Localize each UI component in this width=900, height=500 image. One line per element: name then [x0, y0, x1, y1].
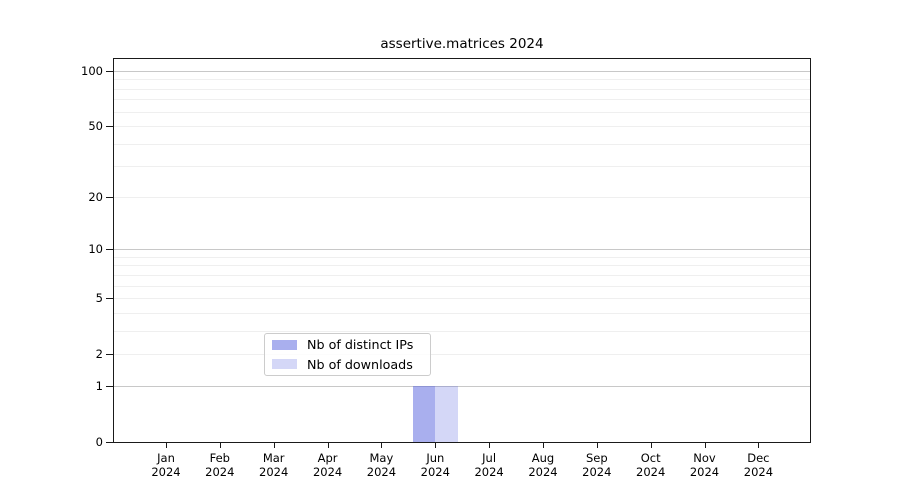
x-tick-label: May 2024 — [349, 451, 413, 479]
y-tick-label: 20 — [88, 190, 103, 205]
gridline-major — [114, 386, 810, 388]
x-tick-mark — [758, 443, 760, 448]
x-tick-label: Mar 2024 — [242, 451, 306, 479]
gridline-minor — [114, 99, 810, 101]
x-tick-mark — [435, 443, 437, 448]
legend-row-downloads: Nb of downloads — [265, 356, 430, 373]
gridline-minor — [114, 312, 810, 314]
x-tick-month: Jul — [482, 451, 497, 465]
x-tick-year: 2024 — [689, 465, 720, 479]
y-tick-label: 0 — [95, 435, 103, 449]
x-tick-month: Dec — [747, 451, 770, 465]
gridline-minor — [114, 165, 810, 167]
y-tick-label: 2 — [95, 346, 103, 361]
legend-label-downloads: Nb of downloads — [307, 356, 413, 372]
x-tick-label: Sep 2024 — [565, 451, 629, 479]
legend-swatch-downloads-icon — [272, 358, 297, 370]
legend-label-distinct-ips: Nb of distinct IPs — [307, 337, 414, 353]
x-tick-label: Nov 2024 — [673, 451, 737, 479]
gridline-major — [114, 249, 810, 251]
x-tick-year: 2024 — [474, 465, 504, 479]
legend-swatch-distinct-ips-icon — [272, 339, 297, 351]
x-tick-year: 2024 — [743, 465, 774, 479]
y-tick-label: 5 — [95, 291, 103, 305]
x-tick-mark — [650, 443, 652, 448]
y-tick-label: 10 — [88, 242, 103, 257]
gridline-minor — [114, 143, 810, 145]
bar-downloads — [435, 386, 458, 442]
x-tick-mark — [596, 443, 598, 448]
x-tick-label: Jan 2024 — [134, 451, 198, 479]
x-tick-mark — [381, 443, 383, 448]
x-tick-month: Jan — [157, 451, 175, 465]
y-tick-mark — [106, 353, 113, 355]
x-tick-month: Apr — [317, 451, 338, 465]
y-tick-label: 50 — [88, 118, 103, 133]
y-tick-mark — [106, 442, 113, 443]
x-tick-mark — [489, 443, 491, 448]
gridline-minor — [114, 285, 810, 287]
x-tick-mark — [704, 443, 706, 448]
x-tick-month: Oct — [640, 451, 661, 465]
x-tick-year: 2024 — [528, 465, 558, 479]
y-tick-label: 1 — [95, 379, 103, 394]
y-tick-label: 100 — [81, 64, 103, 78]
x-tick-label: Jul 2024 — [457, 451, 521, 479]
x-tick-month: Sep — [585, 451, 608, 465]
legend-row-distinct-ips: Nb of distinct IPs — [265, 336, 430, 353]
y-tick-mark — [106, 197, 113, 199]
x-tick-year: 2024 — [151, 465, 181, 479]
x-tick-year: 2024 — [582, 465, 612, 479]
x-tick-year: 2024 — [259, 465, 289, 479]
y-tick-mark — [106, 386, 113, 388]
legend: Nb of distinct IPs Nb of downloads — [264, 333, 431, 376]
gridline-minor — [114, 88, 810, 90]
gridline-minor — [114, 111, 810, 113]
x-tick-year: 2024 — [205, 465, 235, 479]
bar-distinct-ips — [412, 386, 436, 442]
x-tick-month: May — [369, 451, 394, 465]
gridline-minor — [114, 197, 810, 199]
y-tick-mark — [106, 249, 113, 251]
gridline-minor — [114, 125, 810, 127]
gridline-minor — [114, 256, 810, 258]
x-tick-mark — [543, 443, 544, 448]
x-tick-year: 2024 — [366, 465, 397, 479]
x-tick-label: Apr 2024 — [296, 451, 360, 479]
gridline-minor — [114, 298, 810, 299]
x-tick-month: Feb — [209, 451, 230, 465]
x-tick-month: Jun — [426, 451, 445, 465]
x-tick-month: Mar — [262, 451, 285, 465]
y-tick-mark — [106, 71, 113, 72]
x-tick-month: Aug — [531, 451, 555, 465]
x-tick-year: 2024 — [636, 465, 666, 479]
x-tick-mark — [327, 443, 329, 448]
chart-title: assertive.matrices 2024 — [380, 36, 544, 52]
y-tick-mark — [106, 298, 113, 299]
x-tick-mark — [273, 443, 275, 448]
x-tick-label: Aug 2024 — [511, 451, 575, 479]
x-tick-label: Feb 2024 — [188, 451, 252, 479]
gridline-minor — [114, 274, 810, 276]
gridline-minor — [114, 265, 810, 267]
y-tick-mark — [106, 125, 113, 127]
x-tick-mark — [166, 443, 167, 448]
x-tick-label: Dec 2024 — [726, 451, 790, 479]
x-tick-month: Nov — [693, 451, 716, 465]
gridline-minor — [114, 79, 810, 81]
x-tick-label: Oct 2024 — [619, 451, 683, 479]
plot-area — [113, 58, 811, 443]
x-tick-label: Jun 2024 — [403, 451, 467, 479]
x-tick-year: 2024 — [420, 465, 450, 479]
gridline-minor — [114, 353, 810, 355]
gridline-minor — [114, 330, 810, 332]
x-tick-year: 2024 — [312, 465, 343, 479]
gridline-major — [114, 71, 810, 72]
x-tick-mark — [219, 443, 221, 448]
